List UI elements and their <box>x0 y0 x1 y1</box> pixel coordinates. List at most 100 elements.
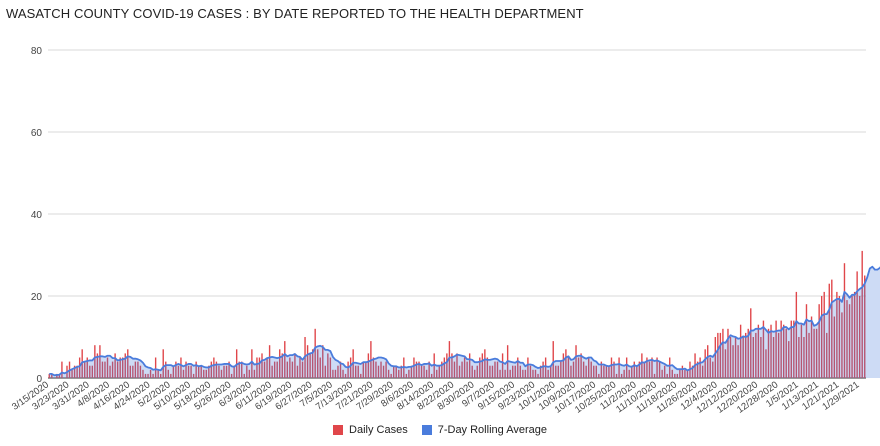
legend-item-daily-cases[interactable]: Daily Cases <box>333 424 408 436</box>
daily-cases-bar <box>565 349 567 378</box>
daily-cases-bar <box>71 369 73 378</box>
daily-cases-bar <box>468 353 471 378</box>
daily-cases-bar <box>481 353 484 378</box>
daily-cases-bar <box>289 357 291 378</box>
daily-cases-bar <box>504 369 506 378</box>
daily-cases-bar <box>466 361 468 378</box>
daily-cases-bar <box>600 361 603 378</box>
daily-cases-bar <box>489 365 491 378</box>
daily-cases-bar <box>48 373 50 378</box>
daily-cases-bar <box>519 365 522 378</box>
daily-cases-bar <box>757 324 760 378</box>
daily-cases-bar <box>91 365 94 378</box>
y-tick-label: 0 <box>36 374 42 385</box>
daily-cases-bar <box>400 365 402 378</box>
daily-cases-bar <box>418 361 420 378</box>
daily-cases-bar <box>605 365 608 378</box>
y-tick-label: 40 <box>31 210 43 221</box>
daily-cases-bar <box>241 361 243 378</box>
chart-title: WASATCH COUNTY COVID-19 CASES : BY DATE … <box>6 6 584 21</box>
daily-cases-bar <box>615 373 618 378</box>
daily-cases-bar <box>463 357 466 378</box>
daily-cases-bar <box>856 271 858 378</box>
daily-cases-bar <box>410 365 413 378</box>
daily-cases-bar <box>106 357 109 378</box>
daily-cases-bar <box>96 353 99 378</box>
daily-cases-bar <box>324 365 326 378</box>
daily-cases-bar <box>714 337 717 378</box>
daily-cases-bar <box>433 353 435 378</box>
legend-label-rolling-average: 7-Day Rolling Average <box>437 424 547 436</box>
daily-cases-bar <box>286 361 289 378</box>
daily-cases-bar <box>623 369 625 378</box>
daily-cases-bar <box>828 283 830 378</box>
x-axis-tick-labels: 3/15/20203/23/20203/31/20204/8/20204/16/… <box>10 379 861 415</box>
daily-cases-bar <box>296 365 299 378</box>
daily-cases-bar <box>251 349 253 378</box>
daily-cases-bar <box>446 353 448 378</box>
daily-cases-bar <box>582 361 585 378</box>
daily-cases-bars <box>48 250 866 378</box>
daily-cases-bar <box>610 357 613 378</box>
daily-cases-bar <box>154 357 157 378</box>
daily-cases-bar <box>613 361 615 378</box>
daily-cases-bar <box>724 349 727 378</box>
daily-cases-bar <box>765 349 767 378</box>
daily-cases-bar <box>732 345 734 378</box>
daily-cases-bar <box>152 373 154 378</box>
daily-cases-bar <box>182 369 185 378</box>
daily-cases-bar <box>223 365 225 378</box>
daily-cases-bar <box>823 291 825 378</box>
daily-cases-bar <box>453 361 456 378</box>
daily-cases-bar <box>848 304 851 378</box>
legend-swatch-rolling-average <box>421 425 432 435</box>
daily-cases-bar <box>838 296 841 378</box>
daily-cases-bar <box>225 365 228 378</box>
daily-cases-bar <box>790 320 792 378</box>
daily-cases-bar <box>717 332 719 378</box>
daily-cases-bar <box>385 361 387 378</box>
daily-cases-bar <box>843 263 846 378</box>
daily-cases-bar <box>517 357 519 378</box>
daily-cases-bar <box>494 361 496 378</box>
daily-cases-bar <box>187 365 190 378</box>
daily-cases-bar <box>491 365 494 378</box>
daily-cases-bar <box>471 365 473 378</box>
daily-cases-bar <box>537 373 539 378</box>
daily-cases-bar <box>306 345 309 378</box>
daily-cases-bar <box>745 332 747 378</box>
daily-cases-bar <box>534 369 537 378</box>
daily-cases-bar <box>51 373 53 378</box>
daily-cases-bar <box>858 296 861 378</box>
daily-cases-bar <box>76 365 78 378</box>
daily-cases-bar <box>355 365 357 378</box>
daily-cases-bar <box>258 357 261 378</box>
daily-cases-bar <box>780 320 782 378</box>
daily-cases-bar <box>271 365 273 378</box>
daily-cases-bar <box>263 361 266 378</box>
daily-cases-bar <box>334 369 337 378</box>
rolling-average-line <box>49 265 880 377</box>
daily-cases-bar <box>111 361 114 378</box>
daily-cases-bar <box>314 328 316 378</box>
daily-cases-bar <box>213 357 215 378</box>
daily-cases-bar <box>243 373 245 378</box>
daily-cases-bar <box>788 341 790 378</box>
daily-cases-bar <box>562 353 565 378</box>
daily-cases-bar <box>56 373 58 378</box>
daily-cases-bar <box>149 369 152 378</box>
daily-cases-bar <box>552 341 554 378</box>
daily-cases-bar <box>309 353 311 378</box>
daily-cases-bar <box>329 357 332 378</box>
daily-cases-bar <box>499 369 501 378</box>
legend-item-rolling-average[interactable]: 7-Day Rolling Average <box>421 424 547 436</box>
daily-cases-bar <box>851 296 853 378</box>
daily-cases-bar <box>658 361 661 378</box>
daily-cases-bar <box>425 369 428 378</box>
daily-cases-bar <box>256 357 258 378</box>
daily-cases-bar <box>638 361 641 378</box>
daily-cases-bar <box>268 345 271 378</box>
daily-cases-bar <box>104 361 106 378</box>
daily-cases-bar <box>595 365 597 378</box>
daily-cases-bar <box>398 369 400 378</box>
